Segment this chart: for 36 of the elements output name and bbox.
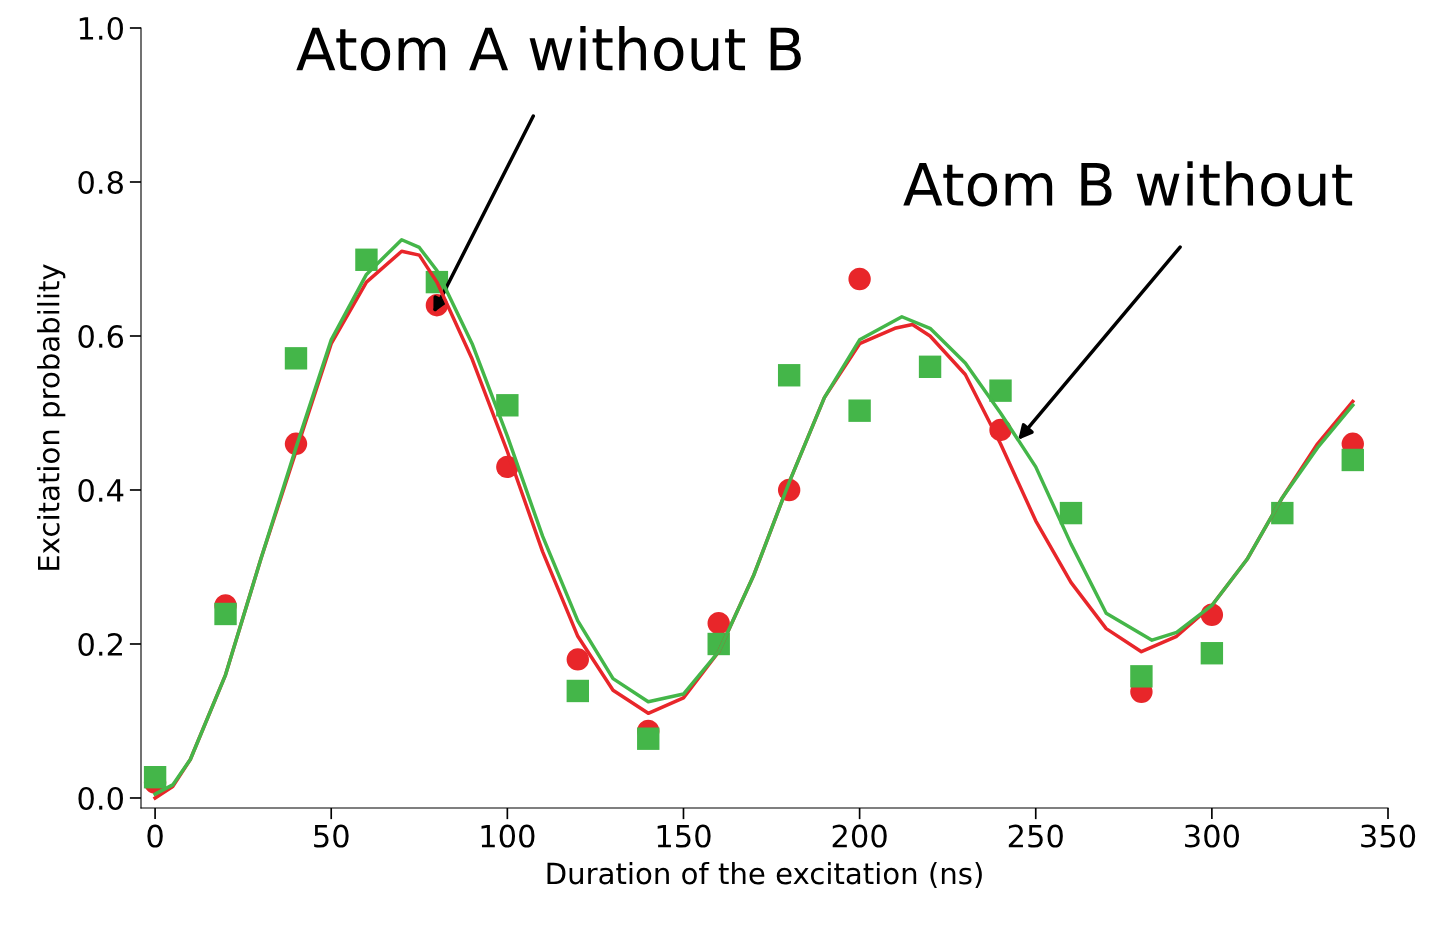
point <box>143 766 167 789</box>
y-axis-title: Excitation probability <box>37 264 66 570</box>
y-tick-label: 0.0 <box>78 786 123 811</box>
x-tick-label: 150 <box>657 824 711 848</box>
x-axis-title: Duration of the excitation (ns) <box>547 861 982 888</box>
point <box>989 379 1012 402</box>
point <box>355 248 378 271</box>
x-tick-label: 350 <box>1361 824 1416 848</box>
y-tick-label: 0.6 <box>78 324 124 349</box>
y-tick-label: 0.8 <box>78 170 123 195</box>
point <box>1341 448 1364 472</box>
x-tick-label: 300 <box>1185 824 1239 848</box>
point <box>284 347 308 370</box>
point <box>707 612 730 635</box>
y-tick-label: 0.4 <box>78 478 124 503</box>
point <box>777 364 801 387</box>
point <box>566 648 589 671</box>
point <box>848 399 871 422</box>
annotation: Atom B without <box>903 161 1353 207</box>
x-tick-label: 0 <box>147 824 163 848</box>
point <box>637 727 660 750</box>
annotation: Atom A without B <box>296 25 801 72</box>
x-tick-label: 100 <box>481 824 535 848</box>
point <box>1200 642 1224 665</box>
y-tick-label: 1.0 <box>79 16 123 41</box>
point <box>1130 665 1153 688</box>
point <box>1059 501 1083 525</box>
x-tick-label: 50 <box>314 824 349 848</box>
point <box>566 679 589 703</box>
x-tick-label: 200 <box>832 824 887 848</box>
y-tick-label: 0.2 <box>78 632 122 657</box>
point <box>214 602 237 626</box>
point <box>496 394 519 417</box>
point <box>848 267 871 291</box>
x-tick-label: 250 <box>1008 824 1063 848</box>
point <box>918 355 942 378</box>
